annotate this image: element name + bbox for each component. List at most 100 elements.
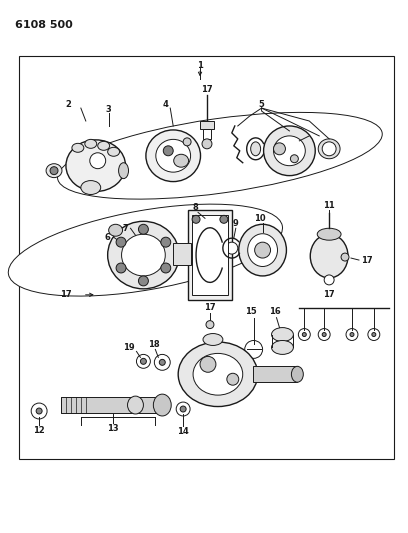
Circle shape: [322, 333, 326, 336]
Ellipse shape: [85, 139, 97, 148]
Ellipse shape: [122, 234, 165, 276]
Text: 4: 4: [162, 100, 168, 109]
Ellipse shape: [81, 181, 101, 195]
Circle shape: [302, 333, 306, 336]
Ellipse shape: [273, 136, 305, 166]
Ellipse shape: [264, 126, 315, 175]
Circle shape: [140, 358, 146, 365]
Ellipse shape: [193, 353, 243, 395]
Circle shape: [138, 224, 149, 234]
Ellipse shape: [72, 143, 84, 152]
Circle shape: [50, 167, 58, 175]
Circle shape: [350, 333, 354, 336]
Text: 1: 1: [197, 61, 203, 70]
Circle shape: [116, 263, 126, 273]
Ellipse shape: [128, 396, 144, 414]
Text: 17: 17: [201, 85, 213, 94]
Ellipse shape: [109, 224, 122, 236]
Circle shape: [159, 359, 165, 365]
Text: 6: 6: [105, 233, 111, 241]
Ellipse shape: [108, 221, 179, 289]
Ellipse shape: [66, 140, 126, 191]
Text: 17: 17: [60, 290, 72, 300]
Bar: [19, 56, 394, 459]
Bar: [253, 366, 297, 382]
Ellipse shape: [8, 204, 282, 296]
Bar: [200, 121, 214, 129]
Text: 19: 19: [123, 343, 134, 352]
Ellipse shape: [272, 341, 293, 354]
Circle shape: [318, 328, 330, 341]
Circle shape: [202, 139, 212, 149]
Circle shape: [183, 138, 191, 146]
Ellipse shape: [272, 328, 293, 342]
Ellipse shape: [239, 224, 286, 276]
Text: 10: 10: [254, 214, 266, 223]
Circle shape: [227, 373, 239, 385]
Ellipse shape: [174, 154, 188, 167]
Ellipse shape: [46, 164, 62, 177]
Ellipse shape: [119, 163, 129, 179]
Circle shape: [220, 215, 228, 223]
Bar: [188, 211, 232, 300]
Circle shape: [324, 275, 334, 285]
Circle shape: [116, 237, 126, 247]
Ellipse shape: [178, 342, 257, 407]
Circle shape: [372, 333, 376, 336]
Ellipse shape: [98, 141, 110, 150]
Circle shape: [154, 354, 170, 370]
Text: 18: 18: [148, 340, 159, 349]
Circle shape: [138, 276, 149, 286]
Circle shape: [192, 215, 200, 223]
Bar: [203, 129, 211, 139]
Ellipse shape: [317, 228, 341, 240]
Circle shape: [161, 263, 171, 273]
Circle shape: [90, 153, 106, 168]
Text: 5: 5: [259, 100, 264, 109]
Circle shape: [245, 341, 263, 358]
Ellipse shape: [291, 366, 303, 382]
Text: 2: 2: [65, 100, 71, 109]
Text: 7: 7: [123, 224, 129, 233]
Circle shape: [163, 146, 173, 156]
Circle shape: [322, 142, 336, 156]
Circle shape: [161, 237, 171, 247]
Text: 9: 9: [233, 219, 239, 228]
Circle shape: [176, 402, 190, 416]
Text: 12: 12: [33, 426, 45, 435]
Ellipse shape: [248, 234, 277, 266]
Ellipse shape: [318, 139, 340, 159]
Text: 13: 13: [107, 424, 118, 433]
Bar: [192, 215, 228, 295]
Text: 17: 17: [323, 290, 335, 300]
Ellipse shape: [108, 147, 120, 156]
Ellipse shape: [58, 112, 382, 199]
Circle shape: [136, 354, 151, 368]
Ellipse shape: [156, 139, 191, 172]
Ellipse shape: [146, 130, 200, 182]
Circle shape: [368, 328, 380, 341]
Text: 11: 11: [323, 201, 335, 210]
Circle shape: [36, 408, 42, 414]
Circle shape: [290, 155, 298, 163]
Text: 16: 16: [268, 307, 280, 316]
Ellipse shape: [203, 334, 223, 345]
Circle shape: [346, 328, 358, 341]
Text: 17: 17: [204, 303, 216, 312]
Circle shape: [341, 253, 349, 261]
Text: 3: 3: [106, 104, 111, 114]
Circle shape: [298, 328, 310, 341]
Circle shape: [273, 143, 286, 155]
Text: 6108 500: 6108 500: [15, 20, 73, 30]
Ellipse shape: [310, 234, 348, 278]
Circle shape: [226, 242, 238, 254]
Text: 15: 15: [245, 307, 257, 316]
Bar: [61, 397, 160, 413]
Circle shape: [206, 321, 214, 328]
Ellipse shape: [153, 394, 171, 416]
Circle shape: [200, 357, 216, 372]
Bar: [173, 243, 191, 265]
Text: 14: 14: [177, 427, 189, 437]
Text: 17: 17: [361, 255, 373, 264]
Text: 8: 8: [192, 203, 198, 212]
